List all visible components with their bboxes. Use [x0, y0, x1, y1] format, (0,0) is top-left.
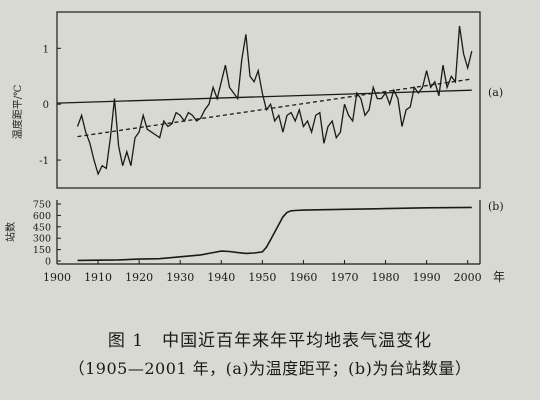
x-tick-label: 1940 — [207, 271, 235, 284]
panel-a-y-tick-label: -1 — [39, 156, 49, 167]
panel-a-y-tick-label: 0 — [43, 100, 49, 111]
x-tick-label: 1980 — [372, 271, 400, 284]
reference-line — [56, 89, 472, 104]
x-tick-label: 1930 — [166, 271, 194, 284]
panel-b-label: (b) — [488, 200, 504, 213]
station-count-series — [77, 206, 472, 262]
panel-b-y-tick-label: 0 — [45, 257, 51, 268]
panel-b-y-tick-label: 150 — [33, 245, 51, 256]
trend-line-dashed — [77, 78, 472, 138]
panel-a-plot — [56, 25, 473, 176]
x-tick-label: 1960 — [289, 271, 317, 284]
panel-a-frame — [56, 11, 481, 189]
figure-caption-subtitle: （1905—2001 年，(a)为温度距平；(b)为台站数量） — [68, 359, 472, 378]
figure-caption-title: 图 1 中国近百年来年平均地表气温变化 — [107, 331, 433, 351]
panel-a-y-ticks: 1 0 -1 — [39, 44, 61, 167]
panel-b-y-tick-label: 750 — [33, 200, 51, 211]
x-tick-label: 1910 — [84, 271, 112, 284]
x-tick-label: 1950 — [248, 271, 276, 284]
x-tick-label: 1900 — [43, 271, 71, 284]
x-tick-label: 1970 — [330, 271, 358, 284]
panel-a: 1 0 -1 (a) 温度距平/℃ — [11, 11, 503, 189]
temperature-anomaly-series — [76, 25, 473, 176]
panel-b-y-tick-label: 450 — [33, 222, 51, 233]
x-axis-ticks: 1900 1910 1920 1930 1940 1950 1960 1970 1980 1990… — [43, 260, 482, 284]
x-axis-unit: 年 — [493, 270, 505, 284]
panel-b-y-tick-label: 300 — [33, 234, 51, 245]
panel-b-plot — [77, 206, 472, 262]
x-tick-label: 1920 — [125, 271, 153, 284]
panel-a-y-tick-label: 1 — [43, 44, 49, 55]
panel-a-label: (a) — [488, 86, 503, 99]
panel-b-y-axis-label: 站数 — [4, 222, 17, 242]
x-tick-label: 1990 — [413, 271, 441, 284]
panel-b-y-tick-label: 600 — [33, 211, 51, 222]
panel-a-y-axis-label: 温度距平/℃ — [11, 85, 24, 140]
x-tick-label: 2000 — [454, 271, 482, 284]
